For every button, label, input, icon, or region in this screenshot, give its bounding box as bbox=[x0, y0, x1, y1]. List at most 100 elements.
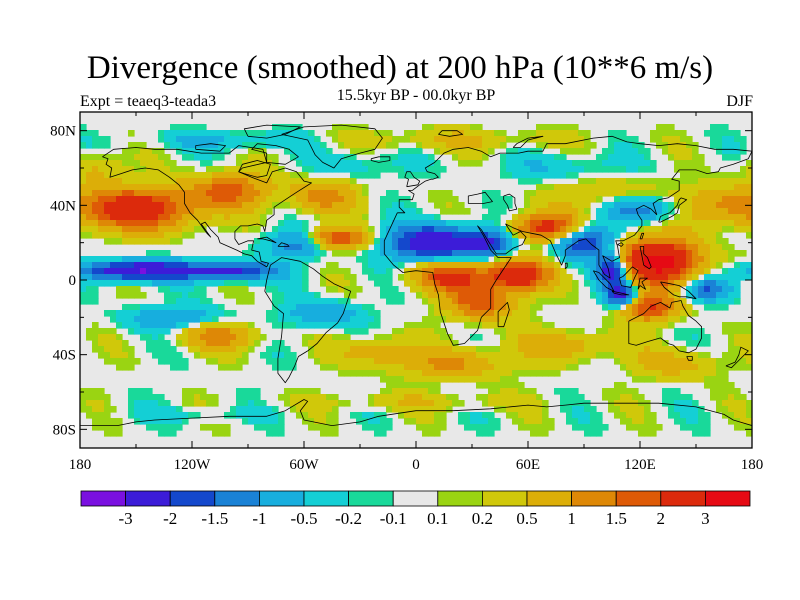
field-cell bbox=[578, 268, 585, 275]
field-cell bbox=[620, 298, 627, 305]
field-cell bbox=[80, 124, 87, 131]
field-cell bbox=[128, 154, 135, 161]
field-cell bbox=[158, 412, 165, 419]
field-cell bbox=[200, 388, 207, 395]
lon-tick-label: 60W bbox=[289, 457, 319, 473]
field-cell bbox=[662, 394, 669, 401]
field-cell bbox=[374, 238, 381, 245]
field-cell bbox=[386, 382, 393, 389]
field-cell bbox=[152, 154, 159, 161]
field-cell bbox=[488, 136, 495, 143]
field-cell bbox=[98, 220, 105, 227]
field-cell bbox=[152, 220, 159, 227]
field-cell bbox=[650, 178, 657, 185]
field-cell bbox=[536, 154, 543, 161]
field-cell bbox=[98, 178, 105, 185]
field-cell bbox=[302, 418, 309, 425]
field-cell bbox=[218, 178, 225, 185]
field-cell bbox=[230, 214, 237, 221]
field-cell bbox=[122, 274, 129, 281]
field-cell bbox=[632, 262, 639, 269]
field-cell bbox=[122, 292, 129, 299]
field-cell bbox=[308, 310, 315, 317]
field-cell bbox=[746, 352, 752, 359]
field-cell bbox=[662, 226, 669, 233]
field-cell bbox=[92, 220, 99, 227]
field-cell bbox=[554, 166, 561, 173]
field-cell bbox=[338, 196, 345, 203]
field-cell bbox=[716, 370, 723, 377]
field-cell bbox=[494, 262, 501, 269]
field-cell bbox=[656, 376, 663, 383]
field-cell bbox=[590, 220, 597, 227]
field-cell bbox=[542, 292, 549, 299]
field-cell bbox=[698, 160, 705, 167]
field-cell bbox=[710, 190, 717, 197]
field-cell bbox=[512, 232, 519, 239]
field-cell bbox=[278, 202, 285, 209]
field-cell bbox=[194, 274, 201, 281]
field-cell bbox=[104, 262, 111, 269]
field-cell bbox=[704, 220, 711, 227]
field-cell bbox=[494, 196, 501, 203]
field-cell bbox=[668, 316, 675, 323]
field-cell bbox=[734, 208, 741, 215]
field-cell bbox=[674, 370, 681, 377]
field-cell bbox=[452, 256, 459, 263]
field-cell bbox=[110, 406, 117, 413]
field-cell bbox=[338, 214, 345, 221]
field-cell bbox=[332, 124, 339, 131]
field-cell bbox=[326, 238, 333, 245]
field-cell bbox=[362, 244, 369, 251]
field-cell bbox=[284, 346, 291, 353]
field-cell bbox=[122, 178, 129, 185]
field-cell bbox=[254, 424, 261, 431]
field-cell bbox=[236, 208, 243, 215]
field-cell bbox=[590, 226, 597, 233]
field-cell bbox=[92, 412, 99, 419]
field-cell bbox=[464, 310, 471, 317]
field-cell bbox=[506, 364, 513, 371]
field-cell bbox=[194, 202, 201, 209]
field-cell bbox=[728, 394, 735, 401]
field-cell bbox=[158, 178, 165, 185]
field-cell bbox=[272, 286, 279, 293]
field-cell bbox=[386, 238, 393, 245]
field-cell bbox=[128, 406, 135, 413]
field-cell bbox=[506, 166, 513, 173]
field-cell bbox=[710, 250, 717, 257]
field-cell bbox=[722, 154, 729, 161]
field-cell bbox=[446, 196, 453, 203]
field-cell bbox=[380, 370, 387, 377]
field-cell bbox=[470, 346, 477, 353]
field-cell bbox=[194, 208, 201, 215]
field-cell bbox=[650, 292, 657, 299]
field-cell bbox=[392, 328, 399, 335]
colorbar-swatch bbox=[80, 490, 126, 507]
field-cell bbox=[206, 214, 213, 221]
field-cell bbox=[80, 166, 87, 173]
field-cell bbox=[656, 124, 663, 131]
field-cell bbox=[572, 130, 579, 137]
field-cell bbox=[476, 244, 483, 251]
field-cell bbox=[410, 148, 417, 155]
field-cell bbox=[116, 424, 123, 431]
field-cell bbox=[404, 268, 411, 275]
field-cell bbox=[158, 166, 165, 173]
field-cell bbox=[248, 328, 255, 335]
field-cell bbox=[86, 268, 93, 275]
field-cell bbox=[206, 196, 213, 203]
field-cell bbox=[194, 148, 201, 155]
field-cell bbox=[266, 154, 273, 161]
field-cell bbox=[80, 178, 87, 185]
field-cell bbox=[350, 142, 357, 149]
field-cell bbox=[86, 172, 93, 179]
field-cell bbox=[464, 220, 471, 227]
field-cell bbox=[326, 160, 333, 167]
field-cell bbox=[140, 142, 147, 149]
field-cell bbox=[224, 208, 231, 215]
field-cell bbox=[380, 160, 387, 167]
field-cell bbox=[554, 358, 561, 365]
field-cell bbox=[350, 124, 357, 131]
field-cell bbox=[326, 274, 333, 281]
